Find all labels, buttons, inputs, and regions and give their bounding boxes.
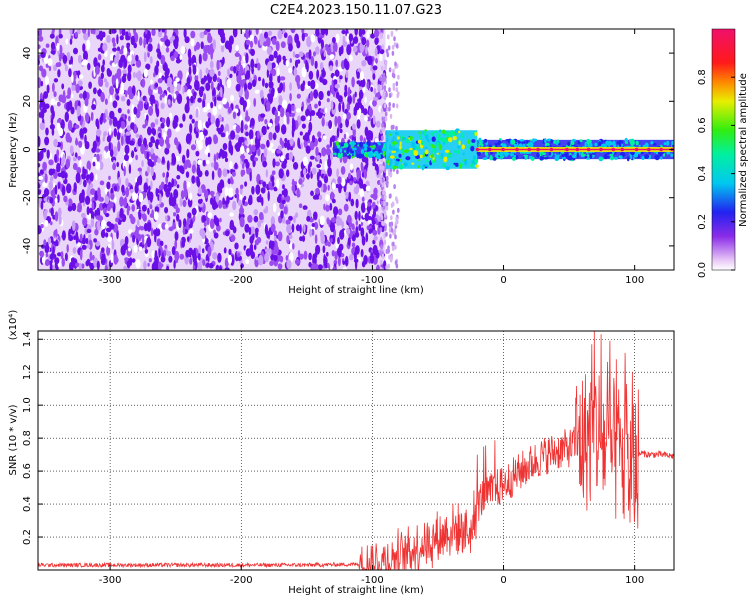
snr-y-tick-label: 0.6 [22,463,33,479]
spectrogram-x-tick-label: -100 [361,275,384,286]
colorbar-axis: 0.0 0.2 0.4 0.6 0.8 [697,69,735,278]
spectrogram-x-tick-label: 0 [500,275,506,286]
snr-x-tick-label: -300 [99,575,122,586]
spectrogram-heatmap [38,29,674,270]
colorbar-tick-label: 0.2 [697,214,708,230]
spectrogram-y-label: Frequency (Hz) [8,112,19,188]
snr-y-tick-label: 0.8 [22,430,33,446]
snr-series-line [38,331,674,570]
spectrogram-y-tick-label: 0 [22,146,33,152]
colorbar-label: Normalized spectral amplitude [738,73,749,227]
snr-x-tick-label: -100 [361,575,384,586]
spectrogram-noise [38,29,400,270]
snr-x-tick-label: 100 [625,575,644,586]
snr-x-label: Height of straight line (km) [288,585,424,596]
spectrogram-y-axis: -40 -20 0 20 40 [22,47,674,254]
colorbar-gradient [711,28,736,271]
snr-y-tick-label: 0.4 [22,496,33,512]
spectrogram-x-tick-label: 100 [625,275,644,286]
snr-y-tick-label: 1.2 [22,364,33,380]
spectrogram-x-tick-label: -200 [230,275,253,286]
spectrogram-y-tick-label: 20 [22,95,33,108]
figure-title: C2E4.2023.150.11.07.G23 [270,3,442,18]
colorbar-tick-label: 0.0 [697,262,708,278]
snr-y-tick-label: 0.2 [22,529,33,545]
snr-y-label: SNR (10 * v/v) [8,404,19,475]
spectrogram-x-axis: -300 -200 -100 0 100 [99,29,644,286]
snr-x-tick-label: -200 [230,575,253,586]
snr-y-tick-label: 1.0 [22,397,33,413]
snr-y-scale-label: (x10⁴) [8,310,19,341]
colorbar-tick-label: 0.4 [697,166,708,182]
snr-frame [37,330,675,571]
snr-x-tick-label: 0 [500,575,506,586]
spectrogram-y-tick-label: -40 [22,238,33,254]
spectrogram-signal-band [332,128,674,171]
spectrogram-x-label: Height of straight line (km) [288,285,424,296]
colorbar-tick-label: 0.6 [697,117,708,133]
colorbar: 0.0 0.2 0.4 0.6 0.8 Normalized spectral ampl… [697,28,749,278]
spectrogram-x-tick-label: -300 [99,275,122,286]
snr-y-axis: 0.2 0.4 0.6 0.8 1.0 1.2 1.4 [22,331,43,545]
snr-x-axis: -300 -200 -100 0 100 [99,565,644,586]
spectrogram-y-tick-label: 40 [22,47,33,60]
snr-grid [38,331,674,570]
snr-y-tick-label: 1.4 [22,331,33,347]
colorbar-tick-label: 0.8 [697,69,708,85]
spectrogram-y-tick-label: -20 [22,190,33,206]
snr-panel: -300 -200 -100 0 100 0.2 0.4 0.6 0.8 1.0 1.2 1.4 H… [8,310,675,596]
